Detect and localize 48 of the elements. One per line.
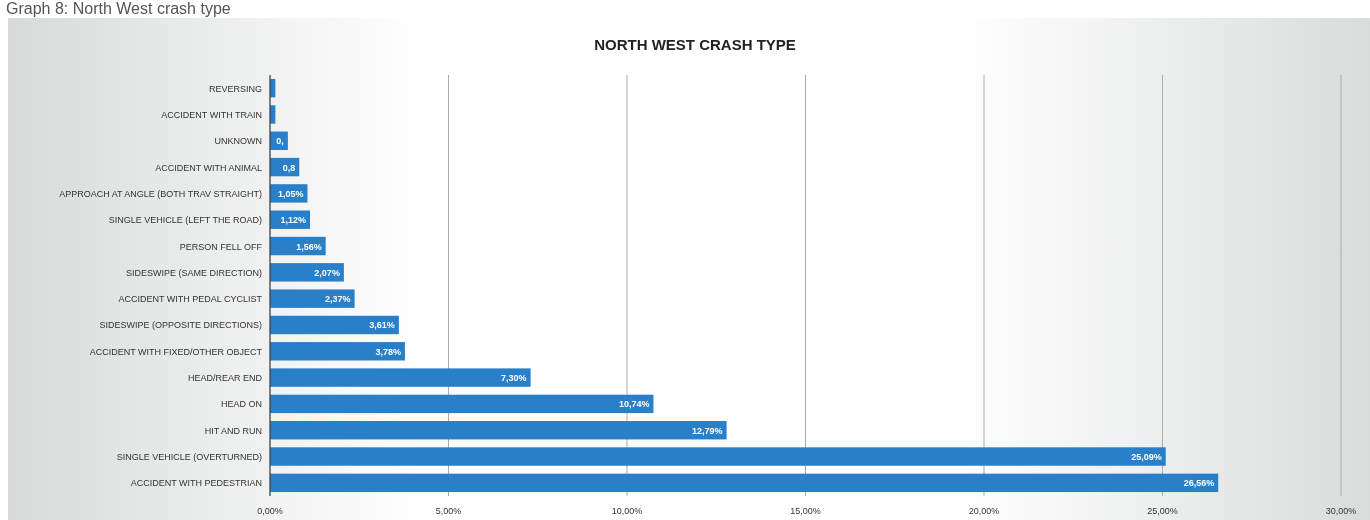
y-tick-label: REVERSING: [208, 83, 262, 94]
bar: [270, 473, 1219, 493]
data-label: 0,8: [282, 162, 296, 173]
x-tick-label: 5,00%: [435, 506, 462, 516]
bar: [270, 394, 654, 414]
x-tick-label: 10,00%: [611, 506, 643, 516]
bar: [270, 421, 727, 440]
y-tick-label: ACCIDENT WITH TRAIN: [161, 109, 262, 120]
y-tick-label: ACCIDENT WITH PEDAL CYCLIST: [118, 294, 263, 305]
y-tick-label: HEAD ON: [220, 399, 262, 410]
y-tick-label: PERSON FELL OFF: [179, 241, 263, 252]
y-tick-label: APPROACH AT ANGLE (BOTH TRAV STRAIGHT): [59, 188, 262, 199]
data-label: 1,56%: [296, 241, 322, 252]
data-label: 3,78%: [375, 346, 401, 357]
caption: Graph 8: North West crash type: [6, 0, 231, 17]
x-tick-label: 0,00%: [257, 506, 283, 516]
data-label: 25,09%: [1131, 452, 1162, 463]
data-label: 3,61%: [369, 320, 395, 331]
y-tick-label: UNKNOWN: [214, 136, 262, 147]
y-tick-label: HIT AND RUN: [204, 425, 262, 436]
bar: [270, 368, 531, 387]
y-tick-label: ACCIDENT WITH FIXED/OTHER OBJECT: [89, 346, 263, 357]
y-tick-label: ACCIDENT WITH PEDESTRIAN: [130, 478, 262, 489]
data-label: 2,07%: [314, 267, 340, 278]
data-label: 2,37%: [325, 294, 351, 305]
chart-title: NORTH WEST CRASH TYPE: [594, 36, 796, 53]
x-tick-label: 15,00%: [790, 506, 821, 516]
data-label: 10,74%: [618, 399, 650, 410]
bar: [270, 342, 405, 361]
y-tick-label: SIDESWIPE (SAME DIRECTION): [125, 267, 262, 278]
data-label: 1,12%: [280, 215, 306, 226]
x-tick-label: 25,00%: [1147, 506, 1178, 516]
data-label: 26,56%: [1183, 478, 1215, 489]
bar: [270, 447, 1166, 466]
bar: [270, 263, 344, 282]
data-label: 12,79%: [692, 425, 723, 436]
bar: [270, 315, 399, 335]
y-tick-label: SINGLE VEHICLE (LEFT THE ROAD): [108, 215, 262, 226]
y-tick-label: HEAD/REAR END: [187, 373, 263, 384]
data-label: 7,30%: [501, 373, 527, 384]
data-label: 1,05%: [277, 188, 304, 199]
y-tick-label: SINGLE VEHICLE (OVERTURNED): [116, 452, 262, 463]
data-label: 0,: [276, 136, 284, 147]
y-tick-label: ACCIDENT WITH ANIMAL: [155, 162, 262, 173]
y-tick-label: SIDESWIPE (OPPOSITE DIRECTIONS): [99, 320, 262, 331]
x-tick-label: 30,00%: [1325, 506, 1357, 516]
x-tick-label: 20,00%: [968, 506, 1000, 516]
bar: [270, 289, 355, 308]
